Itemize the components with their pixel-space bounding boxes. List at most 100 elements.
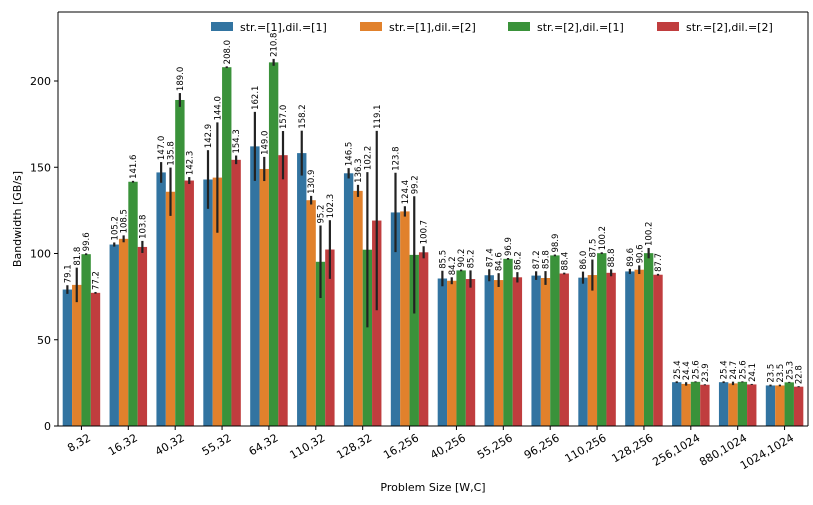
data-label-128,256-series-2: 100.2	[645, 222, 655, 246]
legend-swatch-3	[657, 22, 679, 31]
bar-8,32-series-0	[62, 289, 73, 426]
data-label-96,256-series-0: 87.2	[532, 250, 542, 269]
bar-8,32-series-2	[81, 254, 91, 426]
bar-55,256-series-1	[493, 280, 504, 426]
bar-128,32-series-1	[353, 190, 363, 426]
bar-64,32-series-0	[250, 146, 260, 426]
bar-128,32-series-3	[372, 220, 382, 426]
data-label-64,32-series-0: 162.1	[251, 86, 261, 110]
bar-40,256-series-0	[437, 278, 448, 426]
data-label-16,32-series-0: 105.2	[110, 216, 120, 240]
legend-label-1: str.=[1],dil.=[2]	[389, 21, 476, 34]
y-tick-label: 50	[37, 334, 51, 347]
data-label-40,32-series-3: 142.3	[185, 151, 195, 175]
x-tick-label: 64,32	[247, 431, 281, 458]
bar-40,32-series-1	[165, 191, 176, 426]
data-label-55,32-series-1: 144.0	[213, 96, 223, 120]
data-label-110,256-series-2: 100.2	[598, 226, 608, 250]
bar-16,256-series-2	[409, 254, 419, 426]
bar-256,1024-series-3	[700, 384, 710, 426]
data-label-16,256-series-2: 99.2	[410, 175, 420, 194]
bar-40,32-series-3	[184, 180, 194, 426]
data-label-1024,1024-series-0: 23.5	[767, 364, 777, 383]
bar-16,256-series-1	[400, 211, 410, 426]
y-tick-label: 0	[44, 420, 51, 433]
x-tick-label: 256,1024	[650, 431, 702, 469]
x-axis-title: Problem Size [W,C]	[380, 481, 485, 494]
bar-16,32-series-0	[109, 244, 119, 426]
data-label-55,32-series-0: 142.9	[204, 124, 214, 148]
bar-880,1024-series-3	[747, 384, 757, 426]
bar-1024,1024-series-2	[784, 382, 794, 426]
legend-label-2: str.=[2],dil.=[1]	[537, 21, 624, 34]
bar-1024,1024-series-0	[765, 385, 776, 426]
y-axis-title: Bandwidth [GB/s]	[11, 171, 24, 267]
data-label-880,1024-series-1: 24.7	[729, 361, 739, 380]
bar-256,1024-series-2	[690, 381, 701, 426]
bar-16,32-series-2	[128, 181, 138, 426]
data-label-256,1024-series-0: 25.4	[673, 360, 683, 379]
bar-110,32-series-3	[325, 249, 335, 426]
x-tick-label: 40,256	[428, 431, 468, 462]
legend-swatch-0	[211, 22, 233, 31]
bar-110,32-series-1	[306, 200, 316, 426]
y-tick-label: 100	[30, 248, 51, 261]
data-label-110,32-series-1: 130.9	[307, 170, 317, 194]
bar-128,256-series-2	[643, 253, 654, 426]
data-label-128,32-series-0: 146.5	[345, 142, 355, 166]
legend-swatch-1	[360, 22, 382, 31]
data-label-55,32-series-3: 154.3	[232, 129, 242, 153]
bar-110,256-series-3	[606, 272, 616, 426]
data-label-128,256-series-3: 87.7	[654, 253, 664, 272]
bar-128,256-series-1	[634, 269, 644, 426]
bar-110,256-series-2	[597, 253, 607, 426]
legend-label-0: str.=[1],dil.=[1]	[240, 21, 327, 34]
bar-880,1024-series-1	[728, 383, 738, 426]
y-tick-label: 200	[30, 75, 51, 88]
data-label-55,256-series-1: 84.6	[495, 252, 505, 271]
legend-label-3: str.=[2],dil.=[2]	[686, 21, 773, 34]
bar-256,1024-series-1	[681, 383, 691, 426]
data-label-16,32-series-2: 141.6	[129, 155, 139, 179]
data-label-110,256-series-1: 87.5	[588, 239, 598, 258]
bar-880,1024-series-0	[718, 382, 729, 426]
bar-40,32-series-0	[156, 172, 166, 426]
data-label-55,256-series-0: 87.4	[485, 248, 495, 267]
data-label-880,1024-series-3: 24.1	[748, 363, 758, 382]
bar-1024,1024-series-1	[775, 385, 785, 426]
data-label-96,256-series-1: 85.8	[542, 250, 552, 269]
data-label-128,256-series-0: 89.6	[626, 248, 636, 267]
bar-110,32-series-2	[315, 261, 326, 426]
bar-16,32-series-1	[118, 238, 129, 426]
data-label-64,32-series-3: 157.0	[279, 105, 289, 129]
x-tick-label: 110,32	[287, 431, 327, 462]
bar-16,32-series-3	[137, 246, 148, 426]
bar-55,32-series-1	[212, 177, 223, 426]
data-label-40,32-series-2: 189.0	[176, 67, 186, 91]
x-tick-label: 16,256	[381, 431, 421, 462]
data-label-1024,1024-series-1: 23.5	[776, 364, 786, 383]
data-label-128,32-series-1: 136.3	[354, 158, 364, 182]
bar-64,32-series-1	[259, 168, 269, 426]
bar-8,32-series-1	[72, 284, 82, 426]
data-label-96,256-series-2: 98.9	[551, 234, 561, 253]
bars-layer	[62, 62, 804, 427]
data-label-40,256-series-1: 84.2	[448, 256, 458, 275]
bar-96,256-series-0	[531, 275, 541, 426]
bar-40,256-series-2	[456, 270, 466, 426]
data-label-55,256-series-2: 96.9	[504, 237, 514, 256]
data-label-110,32-series-0: 158.2	[298, 104, 308, 128]
data-label-40,256-series-3: 85.2	[467, 249, 477, 268]
x-tick-label: 40,32	[153, 431, 187, 458]
bar-55,32-series-3	[231, 159, 241, 426]
data-label-40,256-series-2: 90.2	[457, 249, 467, 268]
data-label-16,256-series-1: 124.4	[401, 180, 411, 204]
x-tick-label: 128,32	[334, 431, 374, 462]
data-label-16,32-series-1: 108.5	[120, 209, 130, 233]
bar-55,32-series-0	[203, 179, 213, 426]
data-label-96,256-series-3: 88.4	[560, 252, 570, 271]
data-label-16,256-series-3: 100.7	[420, 220, 430, 244]
bar-128,32-series-2	[362, 249, 373, 426]
x-tick-label: 55,256	[475, 431, 515, 462]
